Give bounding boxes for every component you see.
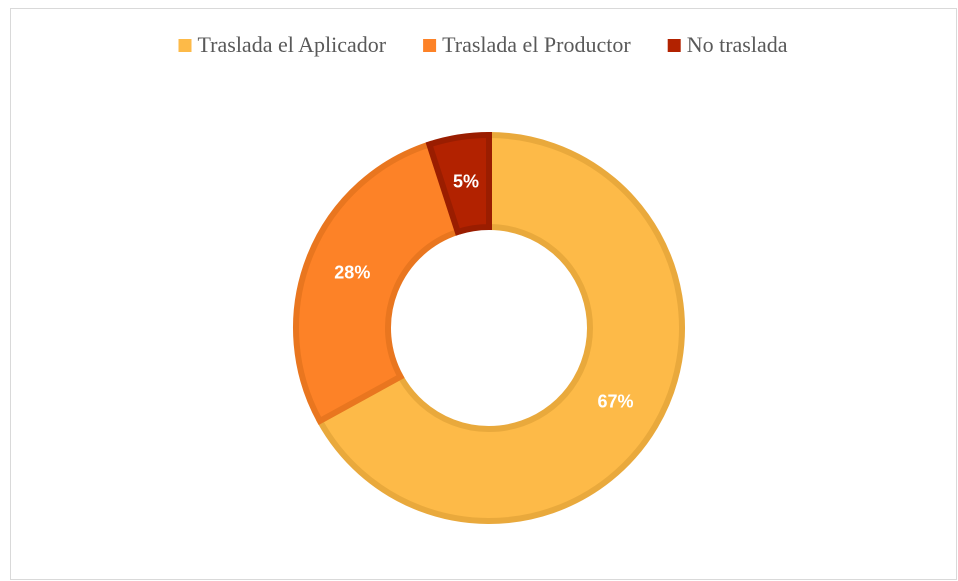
data-label: 28% (334, 263, 370, 283)
legend-label: No traslada (687, 32, 788, 57)
legend-label: Traslada el Productor (442, 32, 631, 57)
legend-label: Traslada el Aplicador (198, 32, 387, 57)
slice (425, 131, 492, 236)
legend-swatch (178, 39, 192, 52)
legend: Traslada el Aplicador Traslada el Product… (178, 32, 788, 57)
data-label: 67% (598, 392, 634, 412)
legend-swatch (423, 39, 437, 52)
slice (315, 131, 685, 524)
data-label: 5% (453, 172, 479, 192)
legend-swatch (667, 39, 681, 52)
slice (293, 140, 462, 426)
